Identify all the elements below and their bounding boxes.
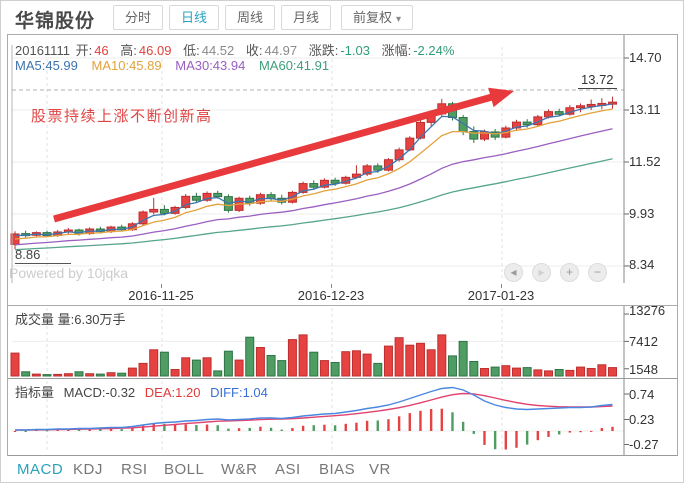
ma30-value: MA30:43.94 xyxy=(175,58,246,73)
macd-chart[interactable] xyxy=(8,379,679,455)
chevron-down-icon: ▾ xyxy=(396,14,402,25)
powered-by-watermark: Powered by 10jqka xyxy=(9,265,129,281)
price-axis-tick-5: 8.34 xyxy=(629,257,655,272)
toolbar: 华锦股份 分时 日线 周线 月线 前复权 ▾ xyxy=(1,1,683,34)
macd-axis-tick-2: 0.23 xyxy=(629,412,655,427)
stock-name-title: 华锦股份 xyxy=(15,11,96,32)
tab-kdj[interactable]: KDJ xyxy=(73,461,103,478)
diff-value: DIFF:1.04 xyxy=(210,385,268,400)
date-label-1: 2016-11-25 xyxy=(128,288,194,303)
tab-bias[interactable]: BIAS xyxy=(319,461,356,478)
indicator-header: 指标量 MACD:-0.32 DEA:1.20 DIFF:1.04 xyxy=(15,382,274,401)
adjust-mode-label: 前复权 xyxy=(353,10,393,25)
price-axis-tick-2: 13.11 xyxy=(629,102,661,117)
tab-vr[interactable]: VR xyxy=(369,461,391,478)
tab-wr[interactable]: W&R xyxy=(221,461,258,478)
tab-boll[interactable]: BOLL xyxy=(164,461,205,478)
date-tick-3 xyxy=(501,284,502,288)
macd-value: MACD:-0.32 xyxy=(63,385,136,400)
kline-panel[interactable] xyxy=(7,34,678,284)
kline-chart[interactable] xyxy=(8,35,679,283)
tab-asi[interactable]: ASI xyxy=(275,461,301,478)
ma10-value: MA10:45.89 xyxy=(91,58,162,73)
period-button-weekly[interactable]: 周线 xyxy=(225,5,276,30)
macd-axis-tick-3: -0.27 xyxy=(629,437,659,452)
change-label: 涨跌: xyxy=(308,43,339,58)
date-tick-2 xyxy=(331,284,332,288)
macd-axis-tick-1: 0.74 xyxy=(629,387,655,402)
volume-panel[interactable] xyxy=(7,306,678,379)
change-pct-label: 涨幅: xyxy=(381,43,412,58)
low-label: 低: xyxy=(183,43,200,58)
ma60-value: MA60:41.91 xyxy=(258,58,330,73)
open-value: 46 xyxy=(94,43,109,58)
high-label: 高: xyxy=(120,43,137,58)
macd-panel[interactable] xyxy=(7,379,678,456)
volume-axis-tick-3: 1548 xyxy=(629,362,658,377)
indicator-tabs-bar xyxy=(7,456,678,482)
period-low-marker: 8.86 xyxy=(15,247,71,264)
period-button-daily[interactable]: 日线 xyxy=(169,5,220,30)
high-value: 46.09 xyxy=(138,43,172,58)
volume-axis-tick-2: 7412 xyxy=(629,334,658,349)
close-value: 44.97 xyxy=(264,43,298,58)
period-button-minute[interactable]: 分时 xyxy=(113,5,164,30)
zoom-in-button[interactable]: + xyxy=(560,263,579,282)
close-label: 收: xyxy=(245,43,263,58)
period-button-monthly[interactable]: 月线 xyxy=(281,5,332,30)
low-value: 44.52 xyxy=(201,43,235,58)
tab-macd[interactable]: MACD xyxy=(17,461,64,478)
trade-date: 20161111 xyxy=(15,43,70,58)
change-value: -1.03 xyxy=(340,43,370,58)
change-pct-value: -2.24% xyxy=(413,43,455,58)
trend-annotation-text: 股票持续上涨不断创新高 xyxy=(31,108,213,125)
date-label-2: 2016-12-23 xyxy=(297,288,365,303)
date-tick-1 xyxy=(161,284,162,288)
ohlc-info-line: 20161111 开: 46 高: 46.09 低: 44.52 收: 44.97 涨跌… xyxy=(15,40,462,59)
adjust-mode-dropdown[interactable]: 前复权 ▾ xyxy=(341,5,414,30)
price-axis-tick-3: 11.52 xyxy=(629,154,661,169)
volume-chart[interactable] xyxy=(8,306,679,378)
price-axis-tick-4: 9.93 xyxy=(629,206,655,221)
price-axis-tick-1: 14.70 xyxy=(629,50,662,65)
date-label-3: 2017-01-23 xyxy=(467,288,535,303)
period-high-marker: 13.72 xyxy=(578,72,617,89)
dea-value: DEA:1.20 xyxy=(144,385,201,400)
zoom-out-button[interactable]: − xyxy=(588,263,607,282)
date-axis xyxy=(7,283,678,306)
volume-axis-tick-1: 13276 xyxy=(629,303,666,318)
pan-right-button[interactable]: ▸ xyxy=(532,263,551,282)
open-label: 开: xyxy=(75,43,93,58)
indicator-label: 指标量 xyxy=(15,385,55,400)
pan-left-button[interactable]: ◂ xyxy=(504,263,523,282)
tab-rsi[interactable]: RSI xyxy=(121,461,148,478)
volume-header: 成交量 量:6.30万手 xyxy=(15,312,126,327)
ma5-value: MA5:45.99 xyxy=(15,58,78,73)
ma-info-line: MA5:45.99 MA10:45.89 MA30:43.94 MA60:41.… xyxy=(15,58,339,73)
